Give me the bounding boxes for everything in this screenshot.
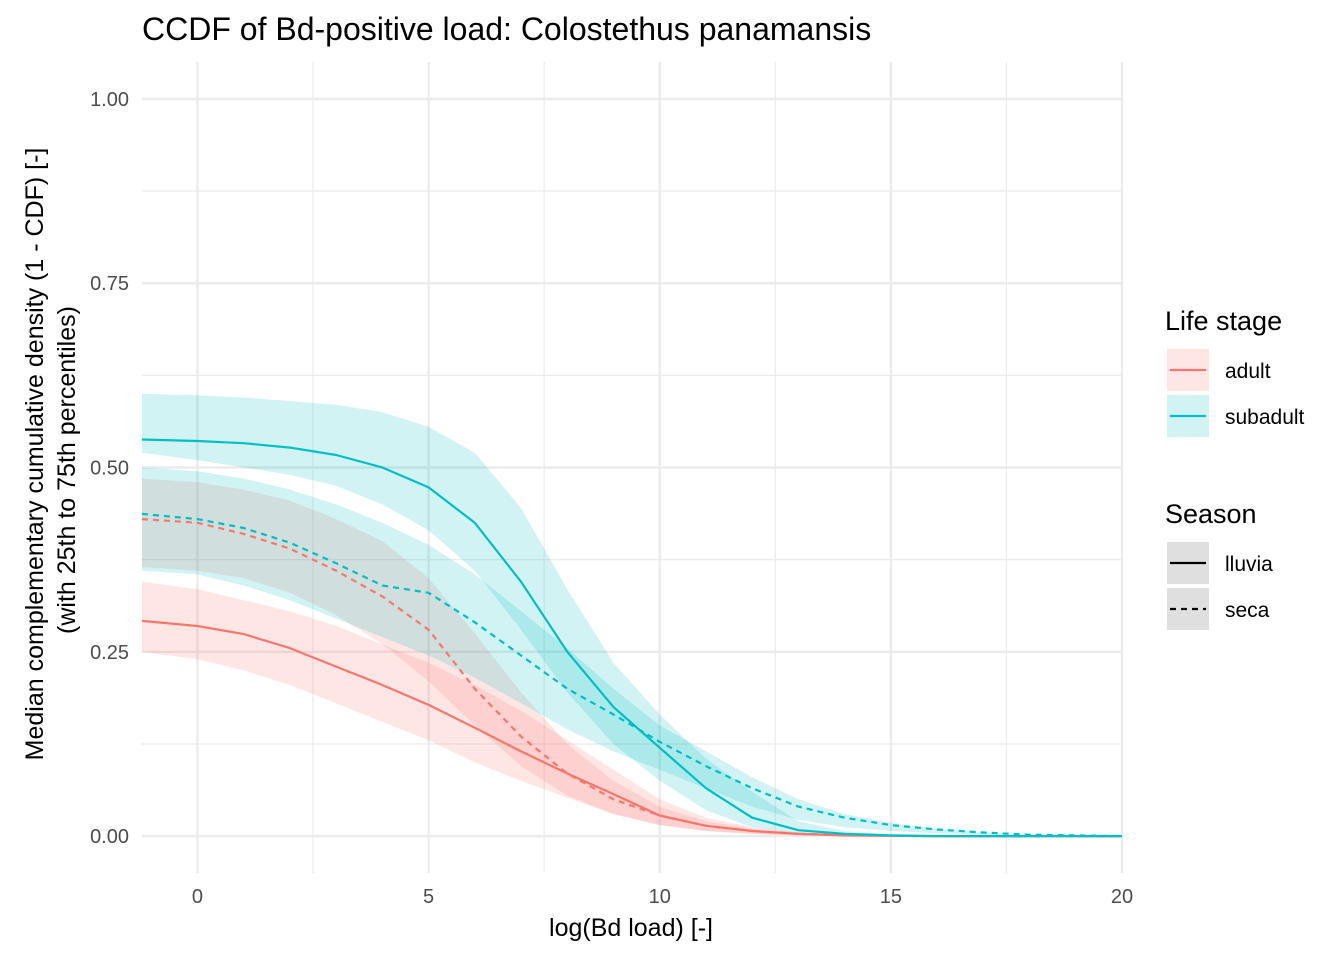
ribbon-subadult-lluvia [142,393,1122,837]
chart-title: CCDF of Bd-positive load: Colostethus pa… [142,11,871,47]
median-line-subadult-seca [141,512,1123,838]
percentile-ribbons [142,393,1122,837]
x-tick-label: 0 [192,886,203,908]
x-tick-label: 5 [423,886,434,908]
y-axis-ticks: 0.00 0.25 0.50 0.75 1.00 [90,89,129,848]
ribbon-adult-seca [142,478,1122,837]
legend-label: seca [1225,599,1270,622]
legend-label: lluvia [1225,553,1273,576]
median-lines [141,438,1123,838]
legend-label: subadult [1225,406,1305,429]
legend-title: Life stage [1165,306,1282,336]
legend-title: Season [1165,499,1257,529]
x-axis-ticks: 0 5 10 15 20 [192,886,1133,908]
x-tick-label: 20 [1111,886,1133,908]
ribbon-adult-lluvia [142,581,1122,837]
x-tick-label: 15 [880,886,902,908]
x-tick-label: 10 [649,886,671,908]
y-tick-label: 0.00 [90,826,129,848]
y-tick-label: 0.50 [90,458,129,480]
y-axis-subtitle: (with 25th to 75th percentiles) [53,306,81,634]
y-axis-title: Median complementary cumulative density … [21,148,49,761]
legend: Life stage adult subadult Season lluvia seca [1165,306,1305,630]
legend-label: adult [1225,360,1271,383]
y-tick-label: 0.75 [90,273,129,295]
x-axis-title: log(Bd load) [-] [549,914,713,942]
y-tick-label: 1.00 [90,89,129,111]
median-line-subadult-lluvia [141,438,1122,838]
y-tick-label: 0.25 [90,642,129,664]
ribbon-subadult-seca [142,467,1122,837]
